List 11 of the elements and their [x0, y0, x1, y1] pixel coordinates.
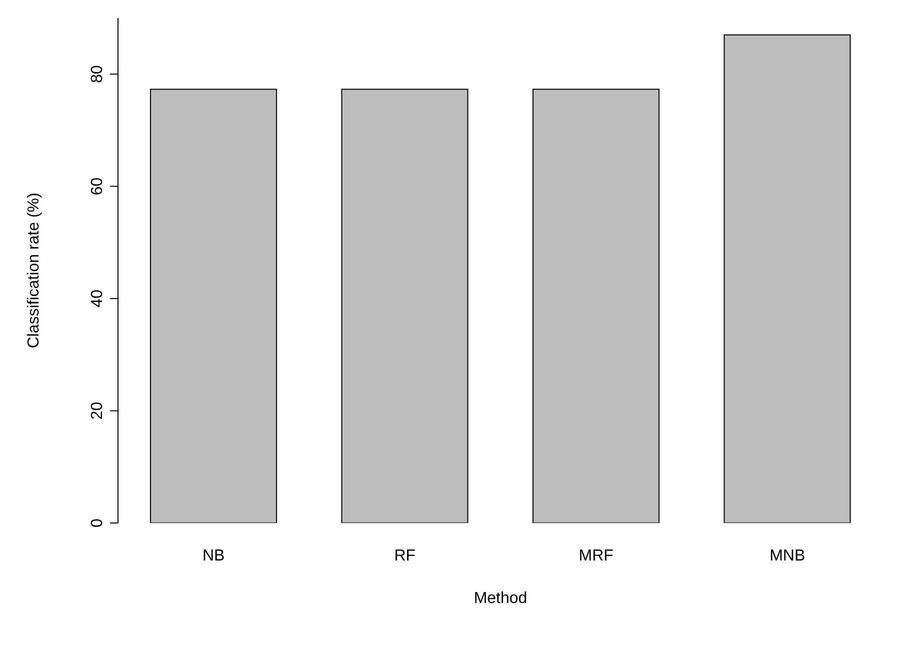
x-tick-label: MRF — [578, 547, 614, 564]
y-tick-label: 60 — [89, 177, 106, 196]
y-tick-label: 0 — [89, 518, 106, 528]
x-axis-title: Method — [474, 590, 528, 607]
x-tick-label: MNB — [770, 547, 806, 564]
x-tick-label: NB — [202, 547, 225, 564]
y-axis-title: Classification rate (%) — [26, 192, 43, 348]
y-tick-label: 80 — [89, 65, 106, 84]
x-tick-label: RF — [394, 547, 416, 564]
y-tick-label: 40 — [89, 290, 106, 308]
y-tick-label: 20 — [89, 402, 106, 420]
